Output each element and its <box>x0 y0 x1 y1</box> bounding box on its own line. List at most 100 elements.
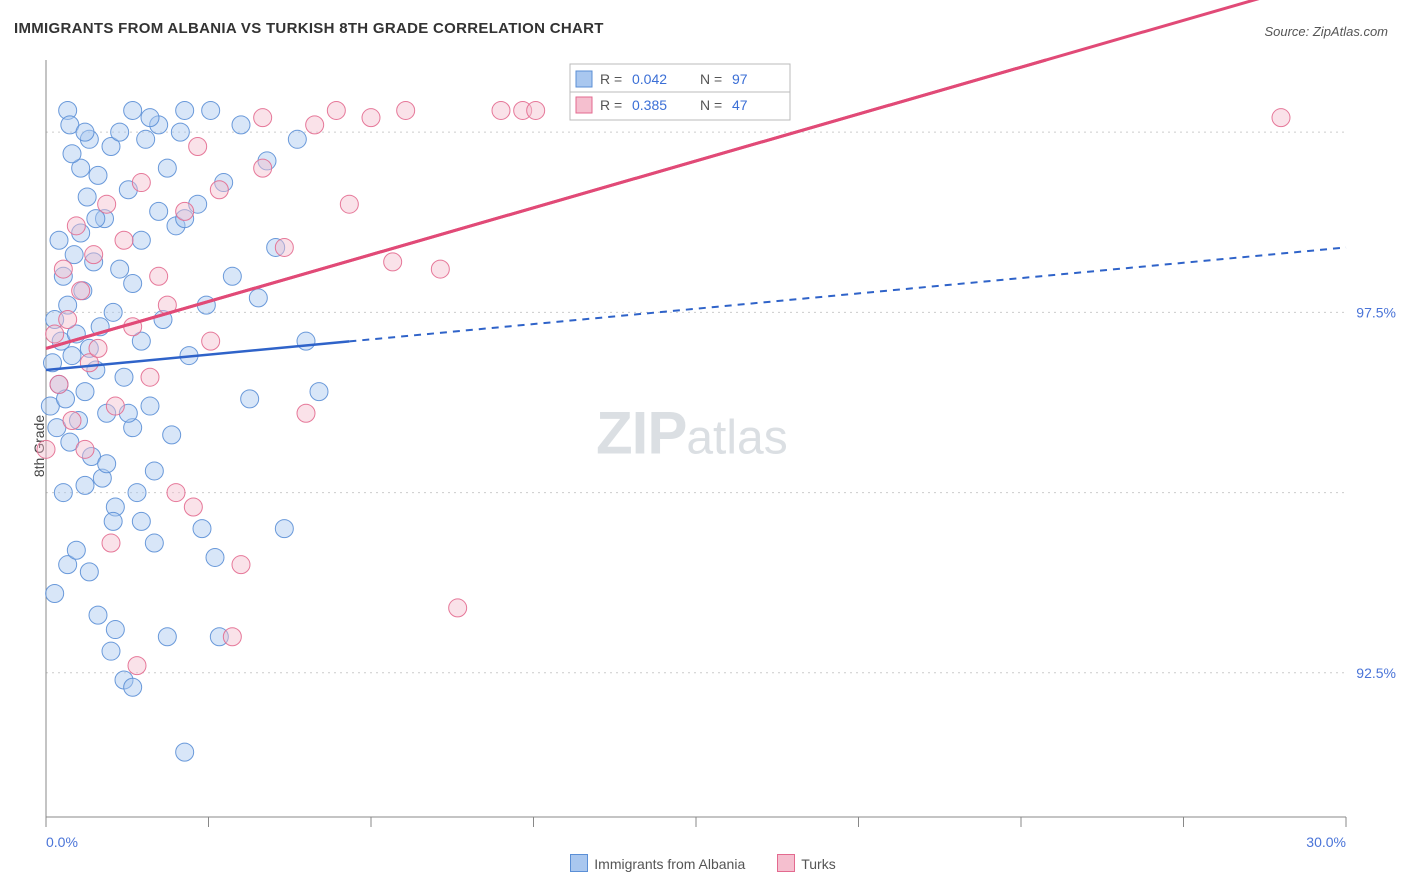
scatter-point <box>50 375 68 393</box>
scatter-point <box>431 260 449 278</box>
scatter-point <box>184 498 202 516</box>
svg-text:30.0%: 30.0% <box>1306 834 1346 850</box>
scatter-point <box>104 512 122 530</box>
scatter-point <box>63 145 81 163</box>
legend-bottom: Immigrants from Albania Turks <box>0 854 1406 872</box>
scatter-point <box>189 138 207 156</box>
scatter-point <box>158 628 176 646</box>
scatter-point <box>223 267 241 285</box>
scatter-point <box>54 484 72 502</box>
scatter-point <box>46 585 64 603</box>
scatter-point <box>63 411 81 429</box>
scatter-point <box>111 260 129 278</box>
scatter-point <box>145 462 163 480</box>
svg-text:ZIPatlas: ZIPatlas <box>596 400 788 467</box>
svg-text:92.5%: 92.5% <box>1356 665 1396 681</box>
scatter-point <box>202 332 220 350</box>
scatter-point <box>89 166 107 184</box>
svg-text:97.5%: 97.5% <box>1356 304 1396 320</box>
scatter-point <box>397 101 415 119</box>
scatter-point <box>67 541 85 559</box>
scatter-point <box>176 202 194 220</box>
scatter-point <box>46 325 64 343</box>
legend-label: Immigrants from Albania <box>594 856 745 872</box>
scatter-point <box>167 484 185 502</box>
scatter-point <box>141 368 159 386</box>
legend-item: Immigrants from Albania <box>570 854 745 872</box>
scatter-point <box>50 231 68 249</box>
scatter-point <box>176 101 194 119</box>
scatter-point <box>106 397 124 415</box>
scatter-point <box>206 548 224 566</box>
scatter-point <box>249 289 267 307</box>
scatter-point <box>232 556 250 574</box>
scatter-point <box>141 397 159 415</box>
svg-text:R =: R = <box>600 97 622 113</box>
scatter-point <box>76 476 94 494</box>
scatter-point <box>327 101 345 119</box>
scatter-point <box>158 159 176 177</box>
scatter-point <box>102 534 120 552</box>
svg-text:R =: R = <box>600 71 622 87</box>
svg-text:0.042: 0.042 <box>632 71 667 87</box>
scatter-point <box>210 181 228 199</box>
svg-text:N =: N = <box>700 71 722 87</box>
scatter-point <box>163 426 181 444</box>
scatter-point <box>111 123 129 141</box>
scatter-point <box>297 404 315 422</box>
legend-swatch <box>570 854 588 872</box>
scatter-point <box>1272 109 1290 127</box>
scatter-point <box>132 231 150 249</box>
scatter-point <box>104 303 122 321</box>
scatter-point <box>310 383 328 401</box>
scatter-point <box>306 116 324 134</box>
trend-line-extrapolated <box>349 247 1346 341</box>
scatter-point <box>202 101 220 119</box>
scatter-point <box>176 743 194 761</box>
legend-item: Turks <box>777 854 835 872</box>
scatter-point <box>98 455 116 473</box>
svg-text:N =: N = <box>700 97 722 113</box>
legend-swatch <box>777 854 795 872</box>
svg-text:47: 47 <box>732 97 748 113</box>
scatter-point <box>145 534 163 552</box>
scatter-point <box>76 123 94 141</box>
scatter-point <box>80 563 98 581</box>
scatter-point <box>275 238 293 256</box>
scatter-point <box>362 109 380 127</box>
trend-line <box>46 0 1346 348</box>
scatter-point <box>89 339 107 357</box>
svg-text:0.0%: 0.0% <box>46 834 78 850</box>
scatter-point <box>102 642 120 660</box>
scatter-point <box>124 678 142 696</box>
scatter-point <box>171 123 189 141</box>
scatter-point <box>340 195 358 213</box>
scatter-point <box>254 109 272 127</box>
scatter-point <box>128 484 146 502</box>
scatter-point <box>106 621 124 639</box>
scatter-point <box>193 520 211 538</box>
scatter-point <box>76 383 94 401</box>
scatter-point <box>98 195 116 213</box>
scatter-point <box>232 116 250 134</box>
scatter-point <box>150 202 168 220</box>
legend-correlation: R = 0.042 N = 97 R = 0.385 N = 47 <box>570 64 790 120</box>
scatter-point <box>297 332 315 350</box>
scatter-point <box>132 512 150 530</box>
scatter-point <box>275 520 293 538</box>
scatter-point <box>223 628 241 646</box>
scatter-point <box>115 368 133 386</box>
scatter-point <box>63 347 81 365</box>
scatter-point <box>59 311 77 329</box>
scatter-point <box>124 274 142 292</box>
scatter-point <box>132 174 150 192</box>
scatter-point <box>384 253 402 271</box>
scatter-point <box>241 390 259 408</box>
scatter-point <box>76 440 94 458</box>
svg-text:97: 97 <box>732 71 748 87</box>
svg-text:0.385: 0.385 <box>632 97 667 113</box>
scatter-point <box>527 101 545 119</box>
scatter-point <box>37 440 55 458</box>
scatter-point <box>85 246 103 264</box>
scatter-point <box>492 101 510 119</box>
